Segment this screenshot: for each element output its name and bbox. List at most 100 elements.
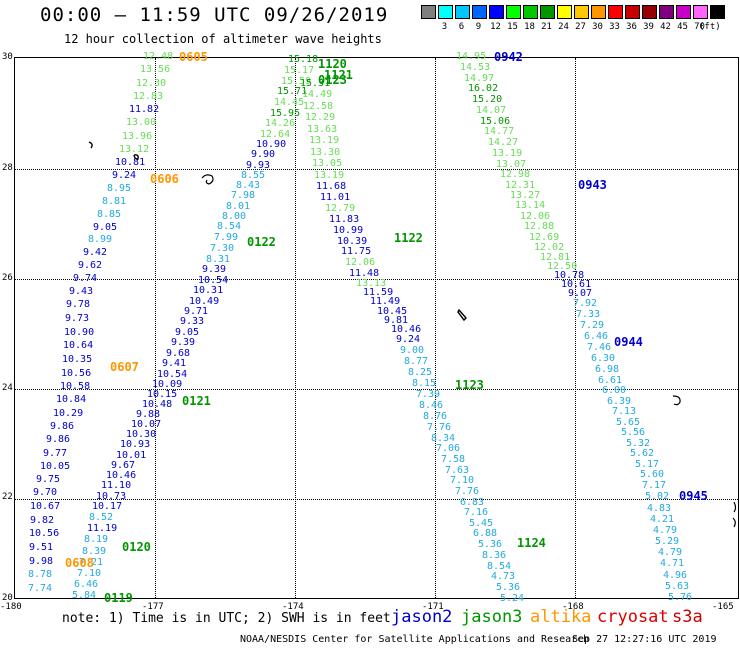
wave-height-value: 12.64 <box>260 129 291 140</box>
wave-height-value: 10.31 <box>193 285 224 296</box>
wave-height-value: 10.01 <box>116 450 147 461</box>
wave-height-value: 12.31 <box>505 180 536 191</box>
wave-height-value: 10.05 <box>40 461 71 472</box>
scale-swatch <box>455 5 470 19</box>
wave-height-value: 9.81 <box>384 315 409 326</box>
wave-height-value: 13.14 <box>515 200 546 211</box>
wave-height-value: 12.50 <box>547 261 578 272</box>
wave-height-value: 5.63 <box>665 581 690 592</box>
wave-height-value: 7.76 <box>455 486 480 497</box>
lon-label: -174 <box>282 602 304 612</box>
sat-cryosat: cryosat <box>597 607 669 627</box>
wave-height-value: 6.83 <box>460 497 485 508</box>
wave-height-value: 6.61 <box>598 375 623 386</box>
scale-swatch <box>523 5 538 19</box>
wave-height-value: 9.93 <box>246 160 271 171</box>
wave-height-value: 9.07 <box>568 288 593 299</box>
wave-height-value: 10.30 <box>126 429 157 440</box>
wave-height-value: 12.30 <box>136 78 167 89</box>
wave-height-value: 7.30 <box>210 243 235 254</box>
wave-height-value: 7.16 <box>464 507 489 518</box>
wave-height-value: 8.43 <box>236 180 261 191</box>
wave-height-value: 12.69 <box>529 232 560 243</box>
scale-label: 15 <box>507 22 518 32</box>
wave-height-value: 9.43 <box>69 286 94 297</box>
scale-label: 12 <box>490 22 501 32</box>
lon-gridline <box>155 58 156 598</box>
time-label: 0605 <box>179 50 208 64</box>
scale-label: 27 <box>575 22 586 32</box>
scale-swatch <box>591 5 606 19</box>
wave-height-value: 10.67 <box>30 501 61 512</box>
wave-height-value: 5.84 <box>72 590 97 601</box>
wave-height-value: 10.61 <box>561 279 592 290</box>
wave-height-value: 10.64 <box>63 340 94 351</box>
wave-height-value: 15.31 <box>300 78 331 89</box>
wave-height-value: 8.76 <box>423 411 448 422</box>
wave-height-value: 9.73 <box>65 313 90 324</box>
scale-swatch <box>676 5 691 19</box>
island-outline <box>672 395 681 406</box>
wave-height-value: 10.84 <box>56 394 87 405</box>
wave-height-value: 10.93 <box>120 439 151 450</box>
lat-gridline <box>15 389 738 390</box>
wave-height-value: 6.30 <box>591 353 616 364</box>
scale-label: 3 <box>441 22 448 32</box>
scale-label: 24 <box>558 22 569 32</box>
wave-height-value: 7.33 <box>576 309 601 320</box>
scale-swatch <box>472 5 487 19</box>
wave-height-value: 12.98 <box>500 169 531 180</box>
wave-height-value: 14.77 <box>484 126 515 137</box>
wave-height-value: 12.29 <box>305 112 336 123</box>
scale-label: 45 <box>677 22 688 32</box>
wave-height-value: 8.99 <box>88 234 113 245</box>
wave-height-value: 9.75 <box>36 474 61 485</box>
wave-height-value: 6.46 <box>584 331 609 342</box>
wave-height-value: 4.73 <box>491 571 516 582</box>
island-outline <box>732 501 737 528</box>
wave-height-value: 15.06 <box>480 116 511 127</box>
scale-swatch <box>608 5 623 19</box>
scale-swatch <box>710 5 725 19</box>
lat-label: 22 <box>2 492 13 502</box>
wave-height-value: 12.79 <box>325 203 356 214</box>
sat-jason3: jason3 <box>461 607 523 627</box>
wave-height-value: 13.07 <box>496 159 527 170</box>
wave-height-value: 9.62 <box>78 260 103 271</box>
scale-swatch <box>421 5 436 19</box>
time-label: 0943 <box>578 178 607 192</box>
time-label: 1123 <box>455 378 484 392</box>
wave-height-value: 8.36 <box>482 550 507 561</box>
wave-height-value: 10.39 <box>337 236 368 247</box>
time-label: 0945 <box>679 489 708 503</box>
wave-height-value: 8.31 <box>206 254 231 265</box>
wave-height-value: 13.00 <box>126 117 157 128</box>
wave-height-value: 5.32 <box>626 438 651 449</box>
wave-height-value: 4.79 <box>658 547 683 558</box>
scale-swatch <box>540 5 555 19</box>
wave-height-value: 9.74 <box>73 273 98 284</box>
wave-height-value: 9.86 <box>46 434 71 445</box>
island-outline <box>201 174 214 185</box>
wave-height-value: 10.56 <box>29 528 60 539</box>
time-label: 0120 <box>122 540 151 554</box>
wave-height-value: 7.99 <box>214 232 239 243</box>
time-label: 0121 <box>182 394 211 408</box>
time-label: 0119 <box>104 591 133 605</box>
wave-height-value: 8.55 <box>241 170 266 181</box>
wave-height-value: 15.17 <box>284 65 315 76</box>
wave-height-value: 9.24 <box>396 334 421 345</box>
time-label: 1124 <box>517 536 546 550</box>
wave-height-value: 9.05 <box>93 222 118 233</box>
wave-height-value: 15.95 <box>270 108 301 119</box>
wave-height-value: 10.29 <box>53 408 84 419</box>
wave-height-value: 7.58 <box>441 454 466 465</box>
scale-swatch <box>659 5 674 19</box>
wave-height-value: 13.56 <box>140 64 171 75</box>
lon-gridline <box>575 58 576 598</box>
lon-gridline <box>435 58 436 598</box>
wave-height-value: 10.48 <box>142 399 173 410</box>
scale-swatch <box>489 5 504 19</box>
island-outline <box>88 141 93 149</box>
